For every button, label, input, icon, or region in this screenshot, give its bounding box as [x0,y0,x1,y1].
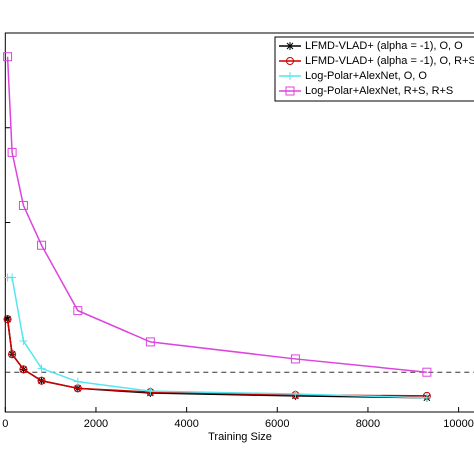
marker [8,273,17,282]
marker [290,354,300,364]
x-tick-label: 2000 [84,418,108,430]
x-tick-label: 4000 [174,418,198,430]
marker [422,393,431,402]
series-line [7,276,427,399]
marker [37,364,46,373]
marker [145,337,155,347]
marker [8,350,17,359]
marker [422,367,432,377]
marker [73,306,83,316]
x-axis-label: Training Size [208,431,272,443]
marker [37,376,46,385]
series-line [6,56,427,373]
legend-box [274,36,474,102]
series-line [6,319,427,397]
legend-label: LFMD-VLAD+ (alpha = -1), O, R+S [305,55,474,67]
marker [73,377,82,386]
legend-marker [286,72,294,80]
x-tick-label: 6000 [265,418,289,430]
marker [19,365,28,374]
marker [3,52,13,62]
x-tick-label: 10000 [443,418,474,430]
legend-label: LFMD-VLAD+ (alpha = -1), O, O [305,40,463,52]
legend-marker [285,86,295,96]
legend-label: Log-Polar+AlexNet, R+S, R+S [305,85,453,97]
legend-marker [286,57,294,65]
legend-marker [286,42,294,50]
marker [7,147,17,157]
marker [3,315,12,324]
marker [18,200,28,210]
marker [37,240,47,250]
marker [3,315,12,324]
x-tick-label: 8000 [356,418,380,430]
x-tick-label: 0 [2,418,8,430]
series-line [6,319,427,399]
marker [291,389,300,398]
marker [146,387,155,396]
legend-label: Log-Polar+AlexNet, O, O [305,70,427,82]
marker [19,336,28,345]
